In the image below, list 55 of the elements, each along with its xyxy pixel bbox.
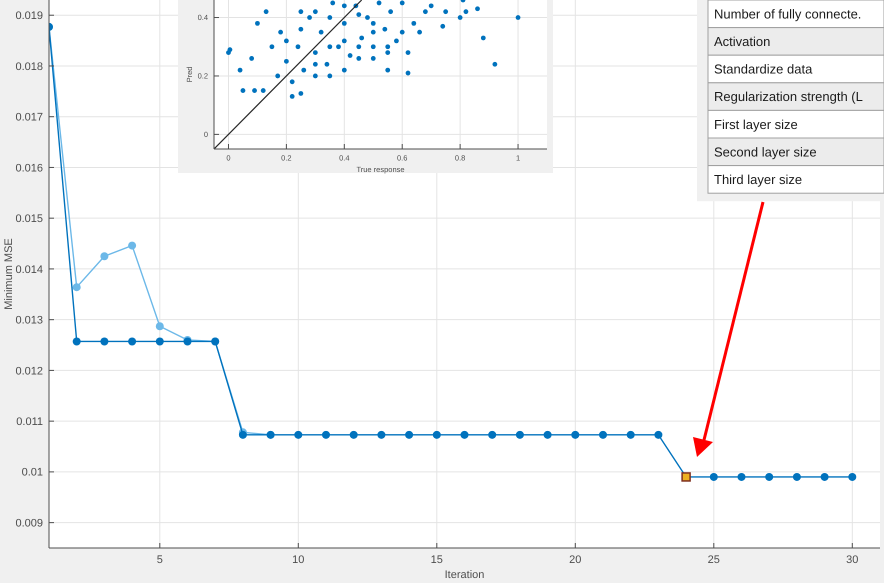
point bbox=[820, 472, 829, 481]
y-tick-label: 0.011 bbox=[16, 416, 43, 428]
x-tick-label: 15 bbox=[430, 554, 443, 566]
point bbox=[571, 430, 580, 439]
point bbox=[238, 430, 247, 439]
point bbox=[350, 430, 358, 439]
x-tick-label: 25 bbox=[708, 554, 720, 566]
annotation: Number of fully connecte. bbox=[714, 6, 862, 22]
point bbox=[72, 337, 81, 346]
annotation: Second layer size bbox=[714, 144, 817, 160]
point bbox=[100, 337, 108, 346]
y-tick-label: 0.019 bbox=[15, 10, 43, 22]
annotation: Standardize data bbox=[714, 62, 814, 77]
x-tick-label: 5 bbox=[156, 554, 163, 566]
y-tick-label: 0.016 bbox=[15, 162, 43, 174]
point bbox=[128, 242, 136, 250]
y-tick-label: 0.009 bbox=[15, 517, 43, 530]
annotation: Regularization strength (L bbox=[714, 89, 863, 104]
point bbox=[377, 430, 386, 439]
y-tick-label: 0.014 bbox=[15, 264, 43, 276]
y-tick-label: 0.01 bbox=[22, 466, 43, 479]
y-tick-label: 0.018 bbox=[15, 60, 43, 73]
point bbox=[460, 430, 468, 439]
y-tick-label: 0.015 bbox=[15, 213, 43, 226]
y-tick-label: 0.013 bbox=[15, 314, 43, 327]
point bbox=[516, 430, 524, 439]
point bbox=[848, 472, 856, 481]
point bbox=[710, 472, 718, 481]
point bbox=[626, 430, 635, 439]
annotation: Activation bbox=[714, 34, 770, 49]
x-axis-title: Iteration bbox=[444, 569, 484, 581]
point bbox=[654, 430, 662, 439]
point bbox=[156, 337, 164, 346]
point bbox=[294, 430, 302, 439]
point bbox=[792, 472, 801, 481]
point bbox=[405, 430, 414, 439]
y-axis-title: Minimum MSE bbox=[3, 238, 15, 310]
x-tick-label: 30 bbox=[846, 554, 858, 566]
point bbox=[544, 430, 552, 439]
point bbox=[322, 430, 330, 439]
point bbox=[156, 322, 164, 330]
point bbox=[128, 337, 136, 346]
point bbox=[738, 472, 746, 481]
y-tick-label: 0.012 bbox=[15, 365, 43, 378]
point bbox=[765, 472, 774, 481]
x-tick-label: 10 bbox=[292, 554, 304, 566]
point bbox=[432, 430, 441, 439]
point bbox=[599, 430, 607, 439]
point bbox=[72, 283, 81, 292]
y-tick-label: 0.017 bbox=[15, 112, 43, 124]
x-tick-label: 20 bbox=[569, 554, 582, 566]
point bbox=[488, 430, 496, 439]
point bbox=[100, 252, 108, 260]
annotation: Third layer size bbox=[714, 172, 802, 187]
annotation: First layer size bbox=[714, 116, 798, 132]
